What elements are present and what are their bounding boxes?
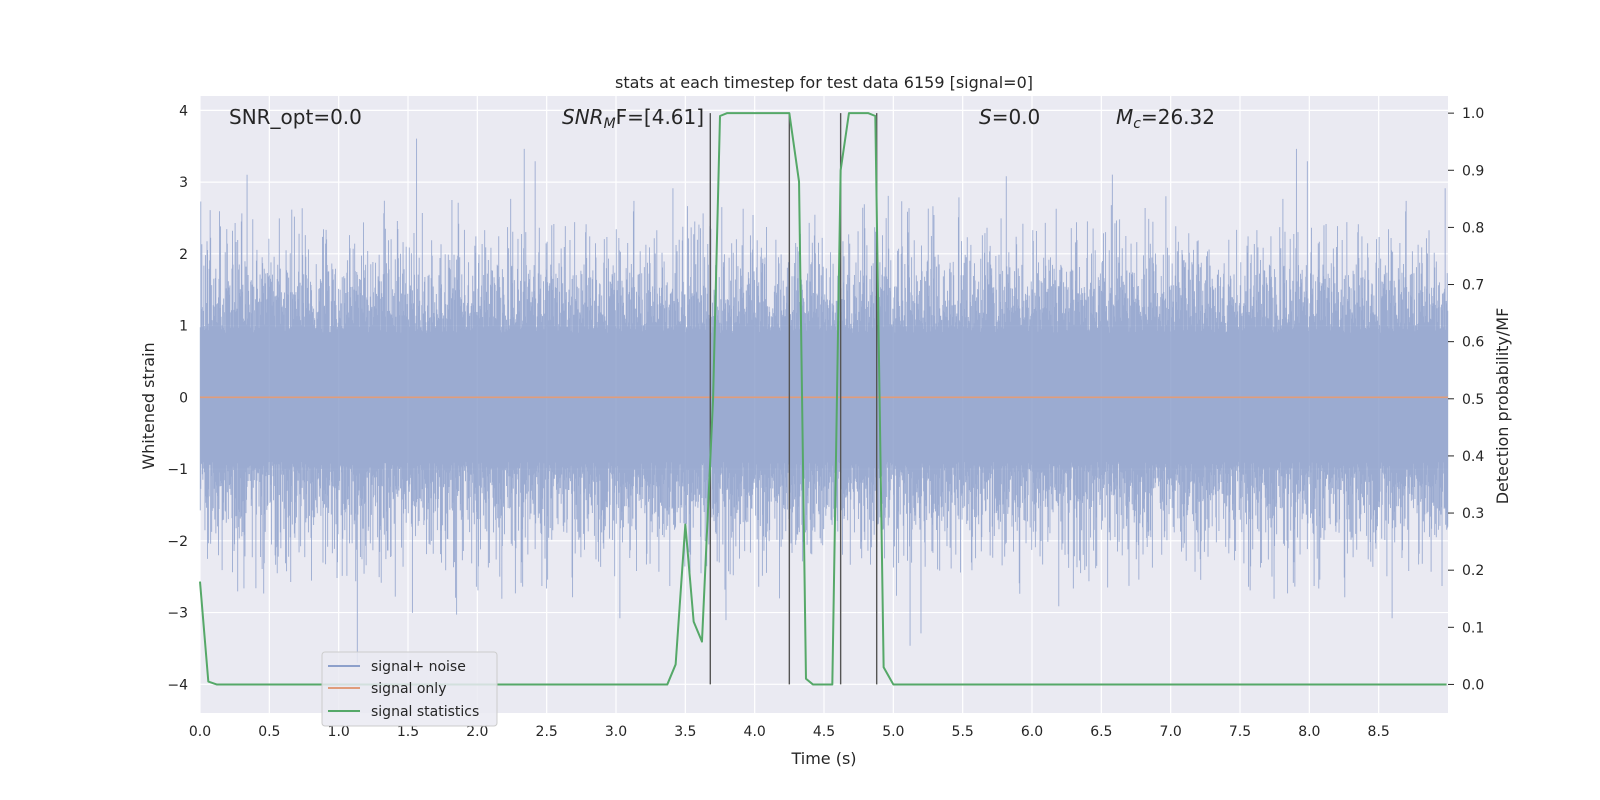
y-right-tick-label: 1.0 <box>1462 106 1484 122</box>
x-tick-label: 7.0 <box>1160 724 1182 740</box>
y-tick-label: 1 <box>179 319 188 335</box>
x-tick-label: 1.5 <box>397 724 419 740</box>
x-tick-labels: 0.0 0.5 1.0 1.5 2.0 2.5 3.0 3.5 4.0 4.5 5.0 5.5 6.0 6… <box>189 724 1390 740</box>
legend-label-signal-statistics: signal statistics <box>371 704 479 720</box>
mc-tail: =26.32 <box>1141 105 1215 129</box>
x-tick-label: 7.5 <box>1229 724 1251 740</box>
y-tick-label: −2 <box>167 534 188 550</box>
x-tick-label: 8.5 <box>1368 724 1390 740</box>
y-right-tick-label: 0.8 <box>1462 220 1484 236</box>
snr-mf-label: SNR <box>562 105 604 129</box>
y-tick-label: 2 <box>179 247 188 263</box>
mc-label: M <box>1116 105 1133 129</box>
y-tick-label: 0 <box>179 390 188 406</box>
x-tick-label: 4.5 <box>813 724 835 740</box>
x-tick-label: 3.5 <box>674 724 696 740</box>
y-right-tick-labels: 0.0 0.1 0.2 0.3 0.4 0.5 0.6 0.7 0.8 0.9 1.0 <box>1448 106 1484 693</box>
y-tick-label: 3 <box>179 175 188 191</box>
signal-statistics-line <box>199 112 1447 686</box>
y-right-tick-label: 0.5 <box>1462 392 1484 408</box>
x-tick-label: 2.5 <box>536 724 558 740</box>
y-right-tick-label: 0.9 <box>1462 163 1484 179</box>
y-tick-label: −4 <box>167 677 188 693</box>
s-label: S <box>979 105 992 129</box>
signal-noise-trace <box>199 138 1449 663</box>
y-right-tick-label: 0.7 <box>1462 278 1484 294</box>
mc-sub: c <box>1133 116 1141 132</box>
legend-box <box>321 651 498 727</box>
snr-mf-tail: F=[4.61] <box>616 105 704 129</box>
annotation-snr-mf: SNRMF=[4.61] <box>562 105 704 132</box>
x-tick-label: 4.0 <box>744 724 766 740</box>
y-right-tick-label: 0.3 <box>1462 506 1484 522</box>
x-tick-label: 0.0 <box>189 724 211 740</box>
x-tick-label: 6.5 <box>1090 724 1112 740</box>
legend-label-signal-only: signal only <box>371 681 446 697</box>
legend-label-signal-noise: signal+ noise <box>371 659 466 675</box>
x-tick-label: 8.0 <box>1298 724 1320 740</box>
snr-mf-sub: M <box>604 116 616 132</box>
x-tick-label: 1.0 <box>328 724 350 740</box>
annotation-snr-opt: SNR_opt=0.0 <box>229 105 362 129</box>
y-tick-label: −1 <box>167 462 188 478</box>
x-tick-label: 3.0 <box>605 724 627 740</box>
y-right-tick-label: 0.6 <box>1462 335 1484 351</box>
annotation-mc: Mc=26.32 <box>1116 105 1215 132</box>
y-right-tick-label: 0.2 <box>1462 563 1484 579</box>
signal-statistics-series <box>199 112 1447 686</box>
y-tick-label: −3 <box>167 606 188 622</box>
annotation-s: S=0.0 <box>979 105 1040 129</box>
legend: signal+ noise signal only signal statist… <box>321 651 498 727</box>
s-tail: =0.0 <box>992 105 1041 129</box>
y-tick-label: 4 <box>179 103 188 119</box>
y-tick-labels: −4 −3 −2 −1 0 1 2 3 4 <box>167 103 188 693</box>
x-tick-label: 6.0 <box>1021 724 1043 740</box>
chart-title: stats at each timestep for test data 615… <box>615 73 1033 92</box>
y-right-tick-label: 0.4 <box>1462 449 1484 465</box>
signal-noise-series <box>199 138 1449 663</box>
x-tick-label: 5.5 <box>952 724 974 740</box>
y-right-axis-label: Detection probability/MF <box>1493 308 1512 505</box>
y-axis-label: Whitened strain <box>139 342 158 469</box>
x-tick-label: 2.0 <box>466 724 488 740</box>
x-tick-label: 0.5 <box>258 724 280 740</box>
y-right-tick-label: 0.1 <box>1462 620 1484 636</box>
x-axis-label: Time (s) <box>790 749 856 768</box>
y-right-tick-label: 0.0 <box>1462 677 1484 693</box>
x-tick-label: 5.0 <box>882 724 904 740</box>
